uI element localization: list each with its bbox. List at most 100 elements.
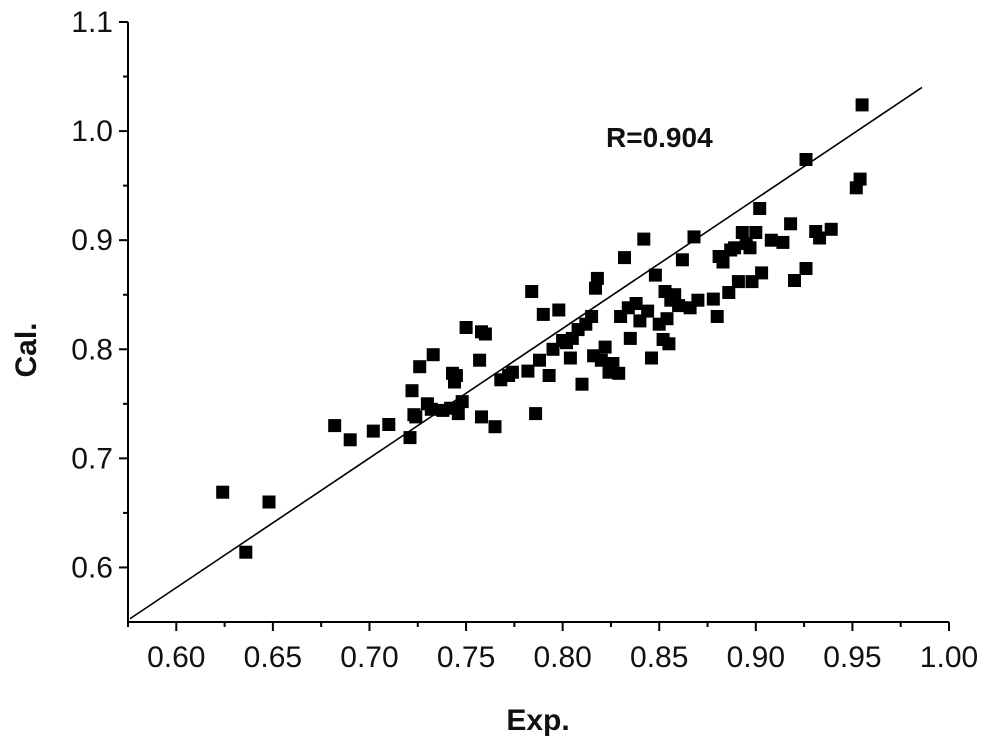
y-tick-label: 1.0 — [71, 115, 113, 148]
data-point — [728, 241, 742, 255]
axis-ticks — [119, 21, 950, 631]
data-point — [598, 340, 612, 354]
data-point — [536, 307, 550, 321]
plot-frame — [127, 22, 949, 623]
data-point — [691, 293, 705, 307]
data-point — [459, 321, 473, 334]
data-point — [488, 420, 502, 434]
data-point — [585, 310, 599, 323]
data-point — [637, 232, 651, 246]
y-tick-label: 0.6 — [71, 551, 113, 584]
data-point — [262, 495, 276, 509]
data-point — [706, 292, 720, 306]
data-point — [612, 366, 626, 380]
data-point — [764, 233, 778, 247]
data-point — [648, 268, 662, 282]
fit-line — [129, 86, 923, 620]
data-point — [594, 353, 608, 367]
data-point — [749, 226, 763, 239]
data-point — [449, 369, 463, 382]
x-tick-label: 0.65 — [244, 641, 302, 674]
data-point — [366, 424, 380, 438]
x-tick-label: 0.60 — [147, 641, 205, 674]
data-point — [662, 337, 676, 351]
data-point — [788, 274, 801, 287]
data-point — [675, 253, 689, 267]
data-point — [633, 314, 647, 328]
data-point — [475, 410, 488, 424]
data-point — [426, 348, 440, 362]
data-point — [668, 288, 682, 302]
data-point — [542, 369, 556, 382]
data-point — [813, 231, 827, 245]
data-point — [473, 353, 487, 367]
data-point — [382, 418, 396, 431]
x-tick-label: 0.85 — [630, 641, 688, 674]
data-point — [710, 310, 724, 323]
data-point — [505, 365, 519, 379]
data-point — [239, 545, 253, 559]
data-point — [629, 297, 643, 310]
y-tick-label: 0.8 — [71, 333, 113, 366]
data-point — [623, 331, 637, 345]
data-point — [855, 98, 869, 112]
data-point — [525, 285, 539, 298]
data-point — [455, 395, 469, 409]
x-axis-title: Exp. — [506, 704, 569, 737]
x-tick-label: 0.90 — [727, 641, 785, 674]
y-axis-title: Cal. — [10, 322, 43, 377]
data-point — [824, 222, 838, 236]
y-tick-label: 0.7 — [71, 442, 113, 475]
data-point — [799, 262, 813, 275]
data-point — [405, 384, 419, 398]
data-point — [590, 271, 604, 285]
data-point — [563, 351, 577, 365]
data-point — [403, 431, 417, 445]
data-point — [589, 281, 602, 295]
data-point — [478, 327, 492, 341]
data-point — [784, 217, 798, 231]
data-point — [413, 360, 427, 374]
x-tick-label: 0.70 — [340, 641, 398, 674]
data-point — [343, 433, 357, 447]
y-tick-label: 0.9 — [71, 224, 113, 257]
fit-line-group — [129, 86, 923, 620]
data-point — [521, 364, 535, 378]
data-point — [743, 241, 757, 255]
data-point — [755, 266, 769, 280]
data-points — [216, 98, 869, 559]
y-tick-label: 1.1 — [71, 6, 113, 39]
data-point — [575, 377, 589, 391]
x-tick-label: 0.80 — [533, 641, 591, 674]
data-point — [529, 407, 543, 421]
data-point — [552, 303, 566, 317]
data-point — [641, 304, 655, 318]
data-point — [722, 286, 736, 299]
x-tick-label: 0.95 — [823, 641, 881, 674]
data-point — [645, 351, 658, 365]
data-point — [533, 353, 546, 367]
x-tick-label: 0.75 — [437, 641, 495, 674]
x-tick-labels: 0.60 0.65 0.70 0.75 0.80 0.85 0.90 0.95 1.00 — [147, 641, 978, 674]
data-point — [451, 407, 465, 421]
data-point — [799, 153, 813, 166]
data-point — [687, 230, 701, 244]
data-point — [753, 202, 767, 215]
data-point — [606, 357, 620, 370]
y-tick-labels: 0.6 0.7 0.8 0.9 1.0 1.1 — [71, 6, 113, 584]
data-point — [409, 410, 423, 424]
data-point — [853, 172, 867, 186]
data-point — [328, 419, 342, 433]
data-point — [735, 226, 749, 239]
data-point — [672, 299, 686, 313]
data-point — [424, 402, 438, 416]
data-point — [618, 251, 631, 265]
data-point — [716, 255, 730, 269]
data-point — [216, 485, 230, 499]
r-value-annotation: R=0.904 — [606, 122, 713, 153]
data-point — [660, 312, 674, 326]
data-point — [731, 275, 745, 289]
data-point — [776, 235, 790, 249]
x-tick-label: 1.00 — [920, 641, 978, 674]
